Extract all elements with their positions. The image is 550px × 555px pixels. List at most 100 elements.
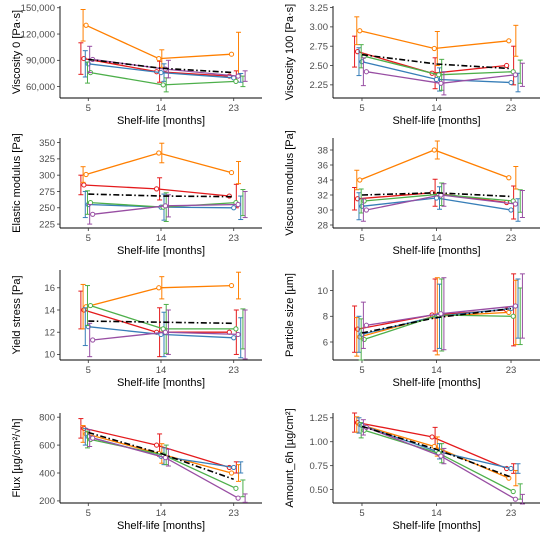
y-axis-title: Viscosity 0 [Pa·s] <box>11 10 23 94</box>
data-point <box>235 73 241 79</box>
series-5 <box>360 57 525 96</box>
series-4 <box>84 430 246 498</box>
data-point <box>512 303 519 309</box>
data-point <box>431 147 437 153</box>
y-axis-title: Viscosity 100 [Pa·s] <box>284 4 296 100</box>
series-5 <box>87 309 248 360</box>
x-tick-label: 5 <box>86 365 91 376</box>
data-point <box>508 207 514 213</box>
data-point <box>156 285 162 291</box>
x-axis-title: Shelf-life [months] <box>392 377 480 389</box>
y-tick-label: 0.50 <box>310 485 329 496</box>
y-tick-label: 14 <box>44 305 55 316</box>
mean-line <box>361 53 512 70</box>
chart-panel-1: 60,000 90,000 120,000 150,000 5 14 23 Shelf-lif… <box>11 3 262 127</box>
series-line <box>359 149 510 181</box>
x-tick-label: 23 <box>228 508 239 519</box>
y-axis-title: Flux [µg/cm²/√h] <box>11 419 23 498</box>
data-point <box>438 453 444 459</box>
series-2 <box>80 271 242 330</box>
data-point <box>512 496 519 502</box>
mean-line <box>361 307 512 334</box>
x-tick-label: 14 <box>431 365 442 376</box>
series-3 <box>82 307 244 359</box>
x-tick-label: 5 <box>359 365 364 376</box>
data-point <box>506 38 512 44</box>
y-tick-label: 10 <box>317 286 328 297</box>
x-tick-label: 23 <box>506 365 517 376</box>
data-point <box>90 337 96 343</box>
series-3 <box>356 417 521 474</box>
data-point <box>429 434 435 440</box>
data-point <box>357 28 363 34</box>
data-point <box>508 465 514 472</box>
data-point <box>438 311 444 317</box>
x-tick-label: 5 <box>86 233 91 244</box>
x-tick-label: 23 <box>506 103 517 114</box>
data-point <box>81 182 87 188</box>
data-point <box>231 205 237 211</box>
data-point <box>228 169 235 176</box>
x-tick-label: 23 <box>506 508 517 519</box>
x-axis-title: Shelf-life [months] <box>117 115 205 127</box>
x-axis-title: Shelf-life [months] <box>117 377 205 389</box>
mean-line <box>88 193 234 198</box>
x-axis-title: Shelf-life [months] <box>117 520 205 532</box>
data-point <box>83 22 89 28</box>
data-point <box>154 186 160 192</box>
series-line <box>92 437 239 499</box>
data-point <box>231 464 237 471</box>
data-point <box>235 201 241 208</box>
y-axis-title: Amount_6h [µg/cm²] <box>284 408 296 507</box>
y-tick-label: 120,000 <box>21 29 55 40</box>
y-tick-label: 38 <box>317 145 328 156</box>
y-tick-label: 12 <box>44 328 55 339</box>
x-tick-label: 14 <box>156 103 167 114</box>
data-point <box>438 80 444 86</box>
data-point <box>363 69 369 75</box>
y-tick-label: 3.00 <box>310 22 329 33</box>
data-point <box>90 435 96 441</box>
data-point <box>361 198 367 204</box>
data-point <box>233 485 239 491</box>
series-5 <box>87 190 248 225</box>
y-tick-label: 2.50 <box>310 61 329 72</box>
y-tick-label: 2.75 <box>310 42 329 53</box>
series-line <box>359 30 509 50</box>
data-point <box>233 326 239 332</box>
y-tick-label: 300 <box>39 170 55 181</box>
y-axis-title: Particle size [µm] <box>284 273 296 357</box>
x-tick-label: 14 <box>431 103 442 114</box>
data-point <box>231 335 237 341</box>
data-point <box>504 62 510 69</box>
mean-line <box>88 320 234 325</box>
x-tick-label: 5 <box>86 103 91 114</box>
y-tick-label: 90,000 <box>26 56 55 67</box>
data-point <box>363 322 369 328</box>
data-point <box>506 175 512 181</box>
x-tick-label: 14 <box>431 233 442 244</box>
x-axis-title: Shelf-life [months] <box>392 115 480 127</box>
data-point <box>433 76 440 83</box>
mean-line <box>88 58 234 74</box>
y-axis-title: Yield stress [Pa] <box>11 275 23 354</box>
series-3 <box>82 427 244 474</box>
x-tick-label: 5 <box>359 508 364 519</box>
series-2 <box>354 16 519 67</box>
data-point <box>160 82 166 88</box>
data-point <box>235 331 241 338</box>
x-tick-label: 5 <box>359 103 364 114</box>
data-point <box>228 282 235 289</box>
y-tick-label: 800 <box>39 412 55 423</box>
x-tick-label: 5 <box>359 233 364 244</box>
y-tick-label: 150,000 <box>21 3 55 14</box>
series-5 <box>87 429 248 503</box>
x-tick-label: 5 <box>86 508 91 519</box>
chart-panel-7: 200 400 600 800 5 14 23 Shelf-life [months] Flux… <box>11 412 262 532</box>
x-axis-title: Shelf-life [months] <box>117 245 205 257</box>
data-point <box>162 329 168 335</box>
series-4 <box>358 278 523 361</box>
chart-panel-2: 2.25 2.50 2.75 3.00 3.25 5 14 23 Shelf-life [mon… <box>284 3 540 127</box>
x-axis-title: Shelf-life [months] <box>392 520 480 532</box>
y-tick-label: 8 <box>323 312 328 323</box>
